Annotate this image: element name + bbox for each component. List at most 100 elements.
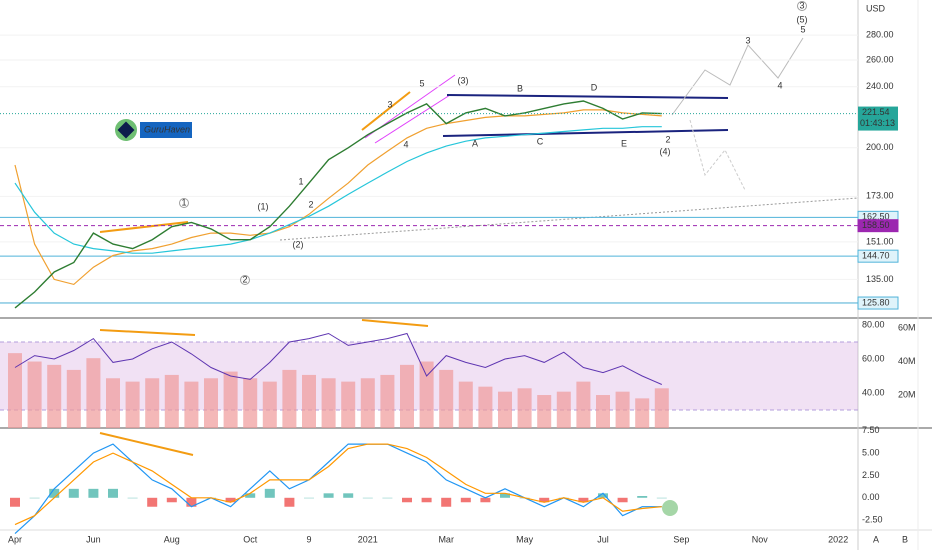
wave-label: 3 [745, 35, 750, 45]
volume-bar [380, 374, 395, 428]
volume-bar [145, 378, 160, 428]
volume-bar [498, 391, 512, 428]
wave-label: 2 [242, 274, 247, 284]
x-tick-label: Sep [673, 534, 689, 544]
wave-label: C [537, 136, 544, 146]
y-tick-label: 40M [898, 356, 916, 366]
histogram-bar [382, 497, 393, 499]
volume-bar [8, 353, 22, 428]
x-tick-label: Oct [243, 534, 258, 544]
wave-label: 2 [665, 134, 670, 144]
annotation-ring [240, 275, 250, 285]
histogram-bar [68, 488, 79, 498]
projection [671, 37, 804, 116]
histogram-bar [578, 497, 589, 503]
volume-bar [86, 358, 101, 428]
wave-label: B [517, 83, 523, 93]
histogram-bar [539, 497, 550, 503]
y-tick-label: 240.00 [866, 81, 894, 91]
y-tick-label: 2.50 [862, 470, 880, 480]
wave-label: 4 [777, 80, 782, 90]
wave-label: 1 [181, 197, 186, 207]
x-tick-label: May [516, 534, 534, 544]
y-tick-label: -2.50 [862, 515, 883, 525]
y-tick-label: 151.00 [866, 236, 894, 246]
volume-bar [223, 371, 238, 428]
wave-label: 4 [403, 139, 408, 149]
histogram-bar [29, 497, 40, 499]
y-tick-label: 280.00 [866, 30, 894, 40]
x-tick-label: Jul [597, 534, 609, 544]
histogram-bar [598, 493, 608, 498]
y-tick-label: 60.00 [862, 353, 885, 363]
y-tick-label: 5.00 [862, 447, 880, 457]
histogram-bar [304, 497, 314, 499]
trend-line [361, 91, 411, 131]
histogram-bar [460, 497, 471, 503]
histogram-bar [264, 488, 275, 498]
channel-line [446, 94, 729, 99]
y-tick-label: 20M [898, 389, 916, 399]
volume-bar [125, 381, 140, 428]
histogram-bar [500, 493, 510, 498]
price-line [14, 100, 662, 309]
drawings [99, 37, 859, 516]
price-level-box [857, 249, 899, 263]
histogram-bar [284, 497, 295, 507]
price-level-label: 125.80 [862, 297, 890, 307]
x-tick-label: Mar [438, 534, 454, 544]
y-tick-label: 40.00 [862, 387, 885, 397]
volume-bar [262, 381, 277, 428]
x-tick-label: 2021 [358, 534, 378, 544]
y-tick-label: 7.50 [862, 425, 880, 435]
x-tick-label: 9 [306, 534, 311, 544]
highlight [662, 500, 678, 516]
volume-bar [596, 395, 610, 428]
volume-bar [419, 361, 434, 428]
volume-bar [400, 364, 414, 428]
volume-bar [458, 381, 473, 428]
volume-bar [243, 378, 258, 428]
histogram-bar [343, 493, 354, 498]
price-level-box [857, 219, 899, 233]
volume-bar [66, 369, 81, 428]
axis-button[interactable]: B [902, 534, 908, 544]
volume-bar [615, 391, 630, 428]
y-tick-label: 260.00 [866, 54, 894, 64]
channel-line [442, 129, 729, 137]
volume-bar [47, 364, 62, 428]
price-line [14, 109, 662, 286]
volume-bar [537, 395, 552, 428]
annotation-ring [179, 198, 189, 208]
y-tick-label: 200.00 [866, 142, 894, 152]
histogram-bar [245, 493, 256, 498]
wave-label: (4) [660, 146, 671, 156]
rsi-line [14, 332, 662, 385]
wave-label: 5 [800, 24, 805, 34]
wave-label: (5) [797, 14, 808, 24]
volume-bar [106, 378, 120, 428]
volume-bar [517, 388, 532, 428]
y-tick-label: 135.00 [866, 274, 894, 284]
histogram-bar [127, 497, 138, 499]
x-tick-label: Aug [164, 534, 180, 544]
volume-bar [439, 369, 454, 428]
axis-button[interactable]: A [873, 534, 879, 544]
trend-line [99, 221, 189, 233]
wave-label: 2 [308, 199, 313, 209]
x-tick-label: Nov [752, 534, 769, 544]
volume-bar [184, 381, 199, 428]
wave-label: D [591, 82, 598, 92]
price-level-box [857, 296, 899, 310]
volume-bar [282, 369, 297, 428]
histogram-bar [617, 497, 628, 503]
price-level-label: 162.50 [862, 212, 890, 222]
histogram-bar [402, 497, 412, 503]
trend-line [361, 319, 429, 327]
histogram-bar [186, 497, 197, 507]
projection [689, 119, 746, 191]
wave-label: E [621, 138, 627, 148]
wave-label: 5 [419, 78, 424, 88]
x-tick-label: Apr [8, 534, 22, 544]
